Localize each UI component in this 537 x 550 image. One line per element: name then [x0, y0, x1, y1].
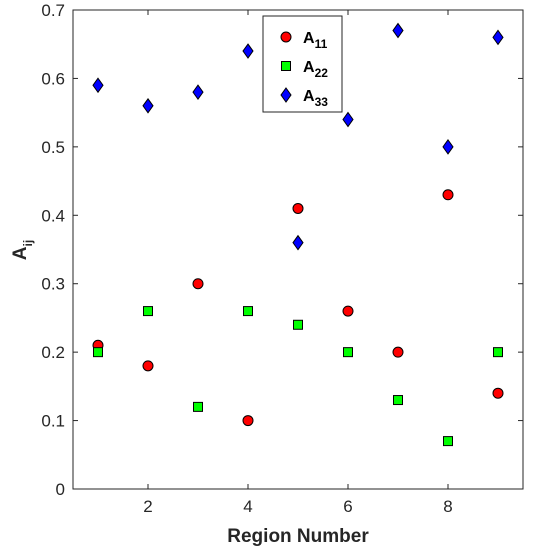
y-axis: 0 0.1 0.2 0.3 0.4 0.5 0.6 0.7: [41, 1, 523, 499]
y-tick-label: 0.3: [41, 275, 65, 294]
y-tick-label: 0.2: [41, 343, 65, 362]
a22-point: [343, 347, 353, 358]
a22-point: [243, 306, 253, 317]
a22-point: [493, 347, 503, 358]
y-axis-title: Aij: [10, 240, 35, 260]
x-axis: 2 4 6 8: [143, 10, 453, 516]
svg-text:Aij: Aij: [10, 240, 35, 260]
y-axis-title-sub: ij: [21, 240, 35, 247]
a33-point: [442, 138, 454, 155]
a33-point: [392, 22, 404, 39]
x-tick-label: 6: [343, 497, 352, 516]
y-tick-label: 0.5: [41, 138, 65, 157]
a33-point: [192, 84, 204, 100]
y-tick-label: 0: [56, 480, 65, 499]
a11-point: [192, 278, 204, 290]
data-markers: [92, 22, 504, 447]
a22-point: [443, 436, 453, 447]
a33-point: [142, 97, 154, 114]
a11-point: [442, 189, 454, 201]
y-tick-label: 0.4: [41, 206, 65, 225]
legend-a22-marker: [281, 61, 291, 71]
a22-point: [143, 306, 153, 317]
legend-a33-marker: [280, 87, 292, 103]
a22-point: [293, 319, 303, 330]
a33-point: [492, 29, 504, 46]
legend-box: [262, 15, 343, 113]
a11-point: [392, 346, 404, 358]
y-axis-title-main: A: [10, 246, 31, 260]
legend-a33-label: A33: [303, 88, 328, 109]
x-axis-title: Region Number: [227, 526, 369, 547]
a33-point: [242, 43, 254, 59]
legend-a11-marker: [280, 31, 292, 43]
x-tick-label: 4: [243, 497, 252, 516]
a11-point: [492, 387, 504, 399]
a11-point: [292, 202, 304, 214]
a33-point: [292, 234, 304, 251]
a22-point: [93, 347, 103, 358]
a33-point: [342, 111, 354, 128]
legend-a11-label: A11: [303, 30, 328, 51]
x-tick-label: 2: [143, 497, 152, 516]
y-tick-label: 0.6: [41, 69, 65, 88]
a22-point: [393, 395, 403, 406]
a11-point: [242, 415, 254, 427]
y-tick-label: 0.7: [41, 1, 65, 20]
a22-point: [193, 401, 203, 412]
a11-point: [142, 360, 154, 372]
y-tick-label: 0.1: [41, 412, 65, 431]
x-tick-label: 8: [443, 497, 452, 516]
a33-point: [92, 77, 104, 94]
a11-point: [342, 305, 354, 317]
legend: A11 A22 A33: [262, 15, 343, 113]
legend-a22-label: A22: [303, 59, 328, 80]
